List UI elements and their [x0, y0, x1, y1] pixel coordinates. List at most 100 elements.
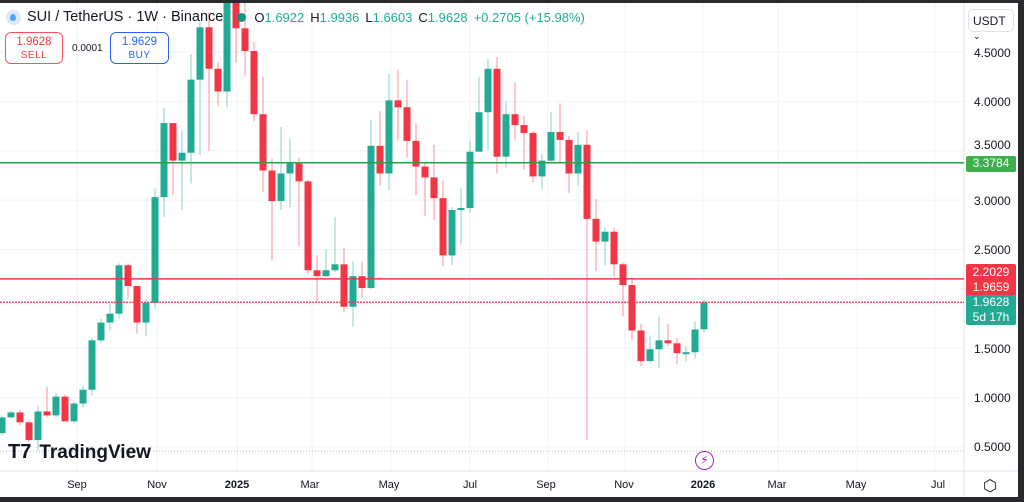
candle-body	[97, 322, 105, 341]
candle-body	[610, 231, 618, 265]
candle-body	[0, 417, 6, 434]
price-tick: 0.5000	[974, 440, 1011, 454]
candle-body	[394, 100, 402, 108]
lightning-icon[interactable]: ⚡︎	[695, 451, 714, 470]
candle-body	[34, 411, 42, 441]
candle-body	[529, 132, 537, 177]
candle-body	[601, 231, 609, 242]
candle-body	[538, 160, 546, 177]
candle-body	[367, 145, 375, 289]
candle-body	[196, 27, 204, 80]
candle-body	[556, 131, 564, 140]
last-price: 1.9628	[972, 295, 1010, 309]
candle-body	[205, 27, 213, 69]
time-tick: Jul	[462, 479, 478, 491]
close-value: 1.9628	[427, 9, 468, 25]
candle-body	[403, 107, 411, 141]
candle-body	[457, 208, 465, 210]
time-tick: Jul	[930, 479, 946, 491]
candle-body	[646, 349, 654, 362]
buy-button[interactable]: 1.9629 BUY	[110, 32, 169, 64]
candle-body	[151, 197, 159, 303]
candle-body	[331, 264, 339, 271]
candle-body	[430, 177, 438, 199]
open-label: O	[254, 9, 265, 25]
price-tick: 1.0000	[974, 391, 1011, 405]
candle-body	[70, 403, 78, 422]
low-label: L	[365, 9, 373, 25]
time-tick: Sep	[536, 479, 556, 491]
low-value: 1.6603	[372, 9, 413, 25]
candle-body	[439, 198, 447, 256]
time-tick: Nov	[614, 479, 634, 491]
tradingview-logo[interactable]: T7 TradingView	[8, 441, 151, 464]
candle-body	[592, 218, 600, 242]
candle-body	[421, 166, 429, 178]
candle-body	[295, 163, 303, 182]
high-value: 1.9936	[319, 9, 360, 25]
chart-window: SUI / TetherUS · 1W · Binance O1.6922 H1…	[0, 3, 1018, 497]
candle-body	[232, 3, 240, 29]
candle-body	[502, 114, 510, 157]
bar-countdown: 5d 17h	[972, 310, 1010, 324]
sell-button[interactable]: 1.9628 SELL	[5, 32, 63, 64]
red-dotted-line-price: 1.9659	[972, 280, 1010, 294]
sell-label: SELL	[20, 50, 48, 61]
ohlc-low: L1.6603	[365, 10, 412, 25]
candle-body	[52, 396, 60, 416]
gear-icon[interactable]: ⬡	[983, 478, 997, 495]
time-tick: Mar	[300, 479, 320, 491]
candle-body	[223, 3, 231, 92]
candle-body	[511, 114, 519, 126]
candle-body	[583, 144, 591, 219]
candle-body	[448, 210, 456, 256]
red-line-price: 2.2029	[972, 265, 1010, 279]
candle-body	[79, 389, 87, 404]
candle-body	[412, 140, 420, 167]
candle-body	[106, 313, 114, 323]
candle-body	[88, 340, 96, 390]
time-tick: Sep	[67, 479, 87, 491]
symbol-title[interactable]: SUI / TetherUS · 1W · Binance	[27, 9, 224, 25]
candle-body	[322, 270, 330, 277]
candle-body	[124, 265, 132, 287]
candle-body	[547, 131, 555, 161]
candle-body	[340, 264, 348, 307]
candle-body	[385, 100, 393, 174]
buy-label: BUY	[128, 50, 151, 61]
candlestick-chart[interactable]	[0, 3, 1018, 497]
candle-body	[574, 144, 582, 174]
legend-header: SUI / TetherUS · 1W · Binance O1.6922 H1…	[6, 9, 585, 25]
candle-body	[655, 340, 663, 350]
candle-body	[700, 302, 708, 330]
buy-price: 1.9629	[121, 36, 158, 48]
change-value: +0.2705 (+15.98%)	[473, 9, 585, 25]
ohlc-close: C1.9628	[418, 10, 467, 25]
price-tick: 3.0000	[974, 194, 1011, 208]
price-tick: 3.5000	[974, 138, 1011, 152]
candle-body	[358, 276, 366, 289]
chevron-down-icon: ⌄	[973, 31, 981, 41]
candle-body	[61, 396, 69, 422]
last-price-label: 1.9628 5d 17h	[966, 295, 1016, 325]
candle-body	[466, 151, 474, 209]
candle-body	[682, 352, 690, 355]
candle-body	[277, 173, 285, 202]
time-tick: 2026	[690, 479, 716, 491]
currency-label: USDT	[973, 14, 1006, 28]
candle-body	[250, 51, 258, 115]
tv-mark-icon: T7	[8, 441, 32, 463]
price-tick: 1.5000	[974, 342, 1011, 356]
open-value: 1.6922	[264, 9, 305, 25]
candle-body	[160, 123, 168, 198]
market-status-dot	[237, 12, 247, 22]
candle-body	[286, 163, 294, 174]
candle-body	[304, 181, 312, 271]
price-tick: 2.5000	[974, 243, 1011, 257]
candle-body	[664, 340, 672, 344]
high-label: H	[310, 9, 320, 25]
price-tick: 4.0000	[974, 95, 1011, 109]
candle-body	[349, 276, 357, 307]
currency-dropdown[interactable]: USDT ⌄	[968, 9, 1014, 41]
candle-body	[142, 302, 150, 323]
